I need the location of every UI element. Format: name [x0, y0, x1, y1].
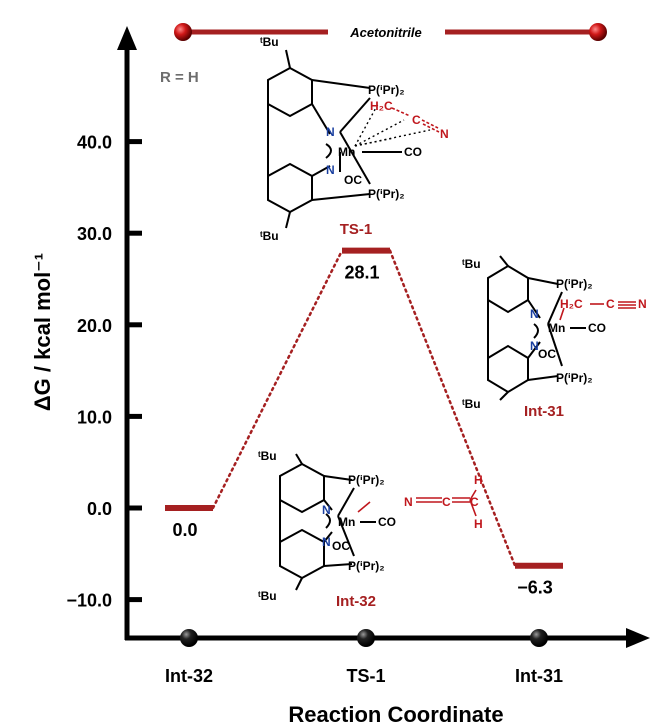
carbonyl-label: CO [404, 145, 422, 159]
y-tick-label: 30.0 [77, 224, 112, 244]
structure-int-32: ᵗBu ᵗBu P(ⁱPr)₂ P(ⁱPr)₂ Mn CO OC N N N C… [258, 449, 483, 610]
carbon-label: C [442, 495, 451, 509]
carbonyl-label: CO [378, 515, 396, 529]
energy-value-label: −6.3 [517, 578, 553, 598]
carbonyl-label: OC [538, 347, 556, 361]
nitrogen-label: N [322, 503, 331, 517]
methylene-label: H₂C [370, 99, 393, 113]
structure-label: TS-1 [340, 221, 373, 238]
energy-levels: 0.0 28.1 −6.3 [165, 247, 563, 598]
hydrogen-label: H [474, 517, 483, 531]
carbon-label: C [470, 495, 479, 509]
phosphine-label: P(ⁱPr)₂ [348, 559, 385, 573]
x-axis-title: Reaction Coordinate [288, 702, 503, 726]
connector-line [388, 249, 517, 567]
carbonyl-label: OC [332, 539, 350, 553]
substituent-label: R = H [160, 69, 199, 86]
structure-label: Int-32 [336, 593, 376, 610]
methylene-label: H₂C [560, 297, 583, 311]
x-axis-arrowhead [626, 628, 650, 648]
banner-left-ball [174, 23, 192, 41]
tbu-label: ᵗBu [462, 257, 481, 271]
connector-line [211, 249, 344, 510]
carbonyl-label: CO [588, 321, 606, 335]
nitrogen-label: N [530, 339, 539, 353]
ketenimine-n-label: N [404, 495, 413, 509]
metal-label: Mn [548, 321, 565, 335]
axes [117, 26, 650, 648]
y-tick-label: 40.0 [77, 133, 112, 153]
connectors [211, 249, 517, 567]
banner-right-ball [589, 23, 607, 41]
structure-int-31: ᵗBu ᵗBu P(ⁱPr)₂ P(ⁱPr)₂ Mn CO OC N N H₂C… [462, 255, 647, 420]
phosphine-label: P(ⁱPr)₂ [368, 83, 405, 97]
tbu-label: ᵗBu [462, 397, 481, 411]
tbu-label: ᵗBu [258, 449, 277, 463]
y-tick-label: −10.0 [66, 591, 112, 611]
carbonyl-label: OC [344, 173, 362, 187]
banner-label: Acetonitrile [349, 25, 422, 40]
structure-ts-1: ᵗBu ᵗBu P(ⁱPr)₂ P(ⁱPr)₂ Mn CO OC N N H₂C… [260, 35, 449, 243]
structure-label: Int-31 [524, 403, 564, 420]
y-ticks: −10.0 0.0 10.0 20.0 30.0 40.0 [66, 133, 142, 611]
nitrogen-label: N [530, 307, 539, 321]
phosphine-label: P(ⁱPr)₂ [556, 277, 593, 291]
y-tick-label: 10.0 [77, 407, 112, 427]
nitrile-n-label: N [440, 127, 449, 141]
x-tick-label: TS-1 [346, 666, 385, 686]
x-tick-label: Int-31 [515, 666, 563, 686]
carbon-label: C [412, 113, 421, 127]
nitrogen-label: N [326, 125, 335, 139]
x-category-marker [357, 629, 375, 647]
phosphine-label: P(ⁱPr)₂ [368, 187, 405, 201]
metal-label: Mn [338, 515, 355, 529]
x-category-marker [530, 629, 548, 647]
energy-value-label: 0.0 [172, 520, 197, 540]
y-tick-label: 0.0 [87, 499, 112, 519]
nitrogen-label: N [326, 163, 335, 177]
nitrile-n-label: N [638, 297, 647, 311]
x-tick-label: Int-32 [165, 666, 213, 686]
tbu-label: ᵗBu [258, 589, 277, 603]
nitrogen-label: N [322, 535, 331, 549]
carbon-label: C [606, 297, 615, 311]
solvent-banner: Acetonitrile [174, 23, 607, 41]
tbu-label: ᵗBu [260, 229, 279, 243]
y-axis-title: ΔG / kcal mol⁻¹ [30, 253, 55, 411]
tbu-label: ᵗBu [260, 35, 279, 49]
x-categories: Int-32 TS-1 Int-31 [165, 629, 563, 686]
x-category-marker [180, 629, 198, 647]
phosphine-label: P(ⁱPr)₂ [556, 371, 593, 385]
phosphine-label: P(ⁱPr)₂ [348, 473, 385, 487]
y-tick-label: 20.0 [77, 316, 112, 336]
y-axis-arrowhead [117, 26, 137, 50]
metal-label: Mn [338, 145, 355, 159]
hydrogen-label: H [474, 473, 483, 487]
energy-value-label: 28.1 [344, 263, 379, 283]
